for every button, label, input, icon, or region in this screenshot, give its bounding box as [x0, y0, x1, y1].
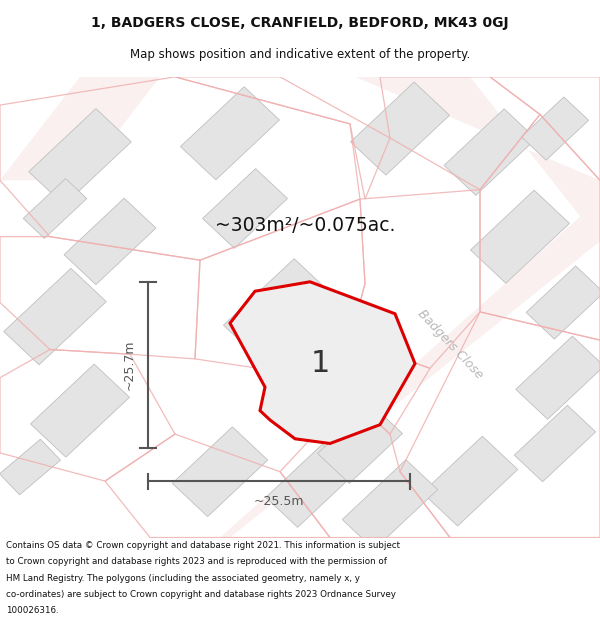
Text: ~25.5m: ~25.5m	[254, 495, 304, 508]
Text: co-ordinates) are subject to Crown copyright and database rights 2023 Ordnance S: co-ordinates) are subject to Crown copyr…	[6, 590, 396, 599]
Polygon shape	[422, 436, 518, 526]
Polygon shape	[181, 87, 280, 180]
Polygon shape	[355, 77, 600, 241]
Polygon shape	[29, 109, 131, 205]
Polygon shape	[64, 198, 156, 284]
Polygon shape	[0, 77, 160, 180]
Polygon shape	[514, 405, 596, 482]
Polygon shape	[317, 404, 403, 483]
Polygon shape	[230, 282, 415, 444]
Polygon shape	[223, 259, 337, 365]
Polygon shape	[203, 169, 287, 248]
Text: 100026316.: 100026316.	[6, 606, 59, 615]
Polygon shape	[342, 460, 438, 549]
Text: Contains OS data © Crown copyright and database right 2021. This information is : Contains OS data © Crown copyright and d…	[6, 541, 400, 550]
Text: 1, BADGERS CLOSE, CRANFIELD, BEDFORD, MK43 0GJ: 1, BADGERS CLOSE, CRANFIELD, BEDFORD, MK…	[91, 16, 509, 30]
Polygon shape	[130, 199, 600, 538]
Text: 1: 1	[310, 349, 329, 378]
Polygon shape	[350, 82, 449, 175]
Polygon shape	[444, 109, 536, 195]
Polygon shape	[266, 444, 354, 528]
Polygon shape	[0, 439, 61, 495]
Text: HM Land Registry. The polygons (including the associated geometry, namely x, y: HM Land Registry. The polygons (includin…	[6, 574, 360, 582]
Text: ~25.7m: ~25.7m	[123, 340, 136, 390]
Polygon shape	[31, 364, 130, 457]
Text: ~303m²/~0.075ac.: ~303m²/~0.075ac.	[215, 216, 395, 235]
Text: to Crown copyright and database rights 2023 and is reproduced with the permissio: to Crown copyright and database rights 2…	[6, 558, 387, 566]
Polygon shape	[172, 427, 268, 517]
Polygon shape	[470, 190, 569, 283]
Polygon shape	[516, 336, 600, 419]
Polygon shape	[526, 266, 600, 339]
Polygon shape	[262, 342, 358, 432]
Polygon shape	[23, 179, 87, 238]
Polygon shape	[4, 268, 106, 365]
Text: Map shows position and indicative extent of the property.: Map shows position and indicative extent…	[130, 48, 470, 61]
Polygon shape	[521, 97, 589, 160]
Text: Badgers Close: Badgers Close	[415, 308, 485, 382]
